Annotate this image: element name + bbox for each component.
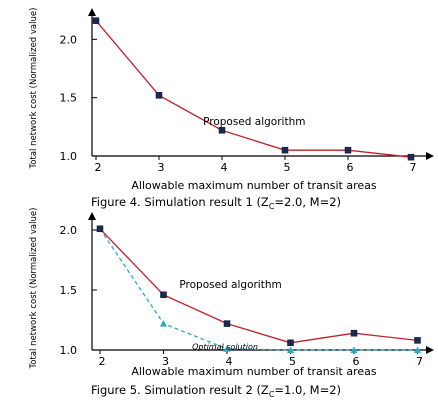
chart-1-x-axis-label: Allowable maximum number of transit area… — [131, 179, 377, 192]
chart-1-data-point — [407, 153, 415, 161]
chart-1-x-tick-label: 5 — [284, 161, 291, 174]
chart-2-x-tick-label: 3 — [162, 355, 169, 368]
chart-2-data-point — [414, 346, 421, 353]
chart-1-y-tick-label: 1.0 — [60, 150, 78, 163]
chart-2-series-line-1 — [99, 228, 418, 344]
chart-1-data-point — [92, 17, 100, 24]
chart-1: 1.0 1.5 2.0 2 3 4 5 6 7 Proposed algorithm Tota… — [29, 8, 434, 211]
chart-2-x-tick-label: 5 — [289, 355, 296, 368]
chart-2-data-point — [160, 320, 167, 327]
chart-1-x-tick-label: 6 — [347, 161, 354, 174]
chart-2-x-tick-label: 2 — [99, 355, 106, 368]
chart-2-data-point — [223, 345, 231, 352]
chart-1-series-line-1 — [95, 20, 412, 158]
chart-2-data-point — [160, 291, 167, 299]
chart-1-data-point — [344, 146, 352, 154]
chart-2-y-tick-label: 1.0 — [60, 344, 78, 357]
chart-1-data-point — [218, 127, 226, 134]
chart-2: 1.0 1.5 2.0 2 3 4 5 6 7 Proposed algorithm Optim… — [29, 208, 434, 399]
chart-2-data-point — [350, 329, 358, 337]
chart-1-x-tick-label: 3 — [158, 161, 165, 174]
chart-1-x-tick-label: 7 — [410, 161, 417, 174]
chart-1-x-tick-label: 2 — [95, 161, 102, 174]
chart-1-data-point — [155, 92, 163, 99]
chart-2-data-point — [96, 225, 104, 233]
chart-2-series-label-2: Optimal solution — [192, 342, 258, 351]
chart-1-y-tick-label: 2.0 — [60, 33, 78, 46]
chart-2-data-point — [414, 337, 421, 344]
chart-2-x-tick-label: 6 — [353, 355, 360, 368]
chart-2-caption: Figure 5. Simulation result 2 (ZC=1.0, M… — [91, 383, 341, 399]
chart-2-y-tick-label: 2.0 — [60, 224, 78, 237]
chart-2-x-tick-label: 7 — [416, 355, 423, 368]
chart-2-data-point — [287, 339, 294, 347]
chart-1-data-point — [281, 146, 289, 154]
chart-1-caption: Figure 4. Simulation result 1 (ZC=2.0, M… — [91, 195, 341, 211]
chart-2-x-tick-label: 4 — [226, 355, 233, 368]
chart-2-data-point — [223, 320, 231, 327]
chart-1-series-label-1: Proposed algorithm — [203, 116, 305, 128]
chart-2-y-tick-label: 1.5 — [60, 284, 78, 297]
chart-2-series-label-1: Proposed algorithm — [179, 279, 281, 291]
chart-2-y-axis-label: Total network cost (Normalized value) — [29, 208, 39, 370]
chart-1-y-tick-label: 1.5 — [60, 92, 78, 105]
chart-2-x-axis-label: Allowable maximum number of transit area… — [131, 365, 377, 378]
chart-1-x-tick-label: 4 — [221, 161, 228, 174]
chart-2-data-point — [287, 346, 294, 353]
chart-1-y-axis-label: Total network cost (Normalized value) — [29, 8, 39, 170]
chart-2-data-point — [350, 346, 358, 353]
